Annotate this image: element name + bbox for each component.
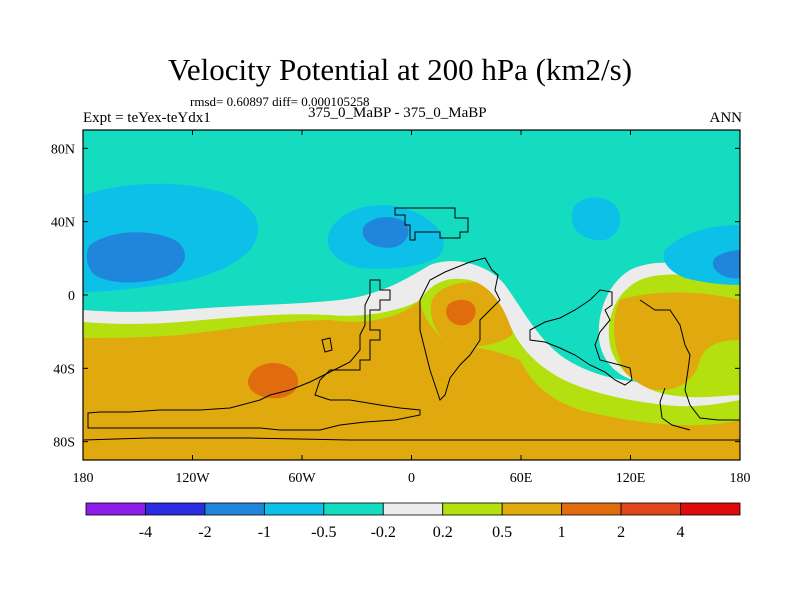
x-tick-label: 60E bbox=[510, 471, 533, 486]
x-tick-label: 0 bbox=[408, 471, 415, 486]
colorbar bbox=[85, 502, 741, 516]
colorbar-swatch bbox=[680, 502, 741, 516]
chart-title: Velocity Potential at 200 hPa (km2/s) bbox=[167, 52, 633, 87]
coastline-small-island bbox=[321, 337, 333, 353]
coastline-southeast-landmass bbox=[639, 299, 740, 431]
stats-text: rmsd= 0.60897 diff= 0.000105258 bbox=[190, 94, 370, 109]
experiment-label: Expt = teYex-teYdx1 bbox=[83, 110, 211, 126]
region-blue-min-east bbox=[712, 250, 740, 279]
axis-ticks bbox=[82, 130, 741, 460]
colorbar-label: 0.5 bbox=[492, 524, 512, 541]
x-tick-label: 180 bbox=[73, 471, 94, 486]
region-blue-min-west bbox=[86, 232, 186, 283]
contour-fill-group bbox=[83, 130, 740, 460]
colorbar-swatch bbox=[263, 502, 325, 516]
region-orange-east bbox=[614, 292, 740, 390]
colorbar-swatch bbox=[323, 502, 384, 516]
colorbar-swatch bbox=[382, 502, 444, 516]
colorbar-label: -1 bbox=[258, 524, 271, 541]
x-tick-label: 180 bbox=[730, 471, 751, 486]
axis-tick-labels: 180 120W 60W 0 60E 120E 180 80N 40N 0 40S 80S bbox=[51, 142, 751, 486]
colorbar-label: 1 bbox=[558, 524, 566, 541]
colorbar-swatch bbox=[442, 502, 503, 516]
colorbar-swatch bbox=[501, 502, 563, 516]
colorbar-swatch bbox=[85, 502, 146, 516]
colorbar-label: 2 bbox=[617, 524, 625, 541]
colorbar-label: -0.2 bbox=[371, 524, 396, 541]
region-blue-min-north bbox=[362, 217, 409, 248]
colorbar-labels: -4 -2 -1 -0.5 -0.2 0.2 0.5 1 2 4 bbox=[139, 524, 685, 541]
y-tick-label: 0 bbox=[68, 289, 75, 304]
coastline-south-landmass bbox=[83, 437, 740, 441]
colorbar-swatch bbox=[204, 502, 265, 516]
colorbar-label: 4 bbox=[677, 524, 685, 541]
y-tick-label: 40N bbox=[51, 216, 75, 231]
coastline-africa bbox=[419, 257, 501, 401]
x-tick-label: 120E bbox=[616, 471, 646, 486]
continent-outlines bbox=[83, 207, 740, 441]
x-tick-label: 60W bbox=[288, 471, 316, 486]
y-tick-label: 80N bbox=[51, 142, 75, 157]
colorbar-swatch bbox=[145, 502, 206, 516]
colorbar-label: -4 bbox=[139, 524, 152, 541]
coastline-north-landmass bbox=[394, 207, 469, 241]
colorbar-label: -0.5 bbox=[311, 524, 336, 541]
y-tick-label: 80S bbox=[53, 436, 75, 451]
x-tick-label: 120W bbox=[175, 471, 210, 486]
season-label: ANN bbox=[709, 110, 743, 126]
coastline-east-landmass bbox=[529, 289, 633, 386]
region-max-equatorial bbox=[446, 299, 476, 326]
region-max-south bbox=[248, 363, 299, 399]
region-light-blue-small bbox=[572, 197, 621, 241]
colorbar-swatch bbox=[561, 502, 622, 516]
colorbar-swatch bbox=[620, 502, 681, 516]
coastline-central-landmass bbox=[87, 279, 421, 431]
y-tick-label: 40S bbox=[53, 362, 75, 377]
period-label: 375_0_MaBP - 375_0_MaBP bbox=[308, 105, 487, 121]
colorbar-label: 0.2 bbox=[433, 524, 453, 541]
colorbar-label: -2 bbox=[198, 524, 211, 541]
